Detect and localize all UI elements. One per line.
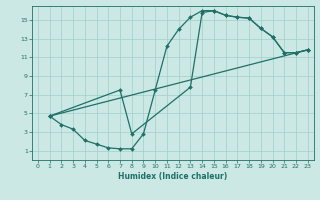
X-axis label: Humidex (Indice chaleur): Humidex (Indice chaleur) (118, 172, 228, 181)
